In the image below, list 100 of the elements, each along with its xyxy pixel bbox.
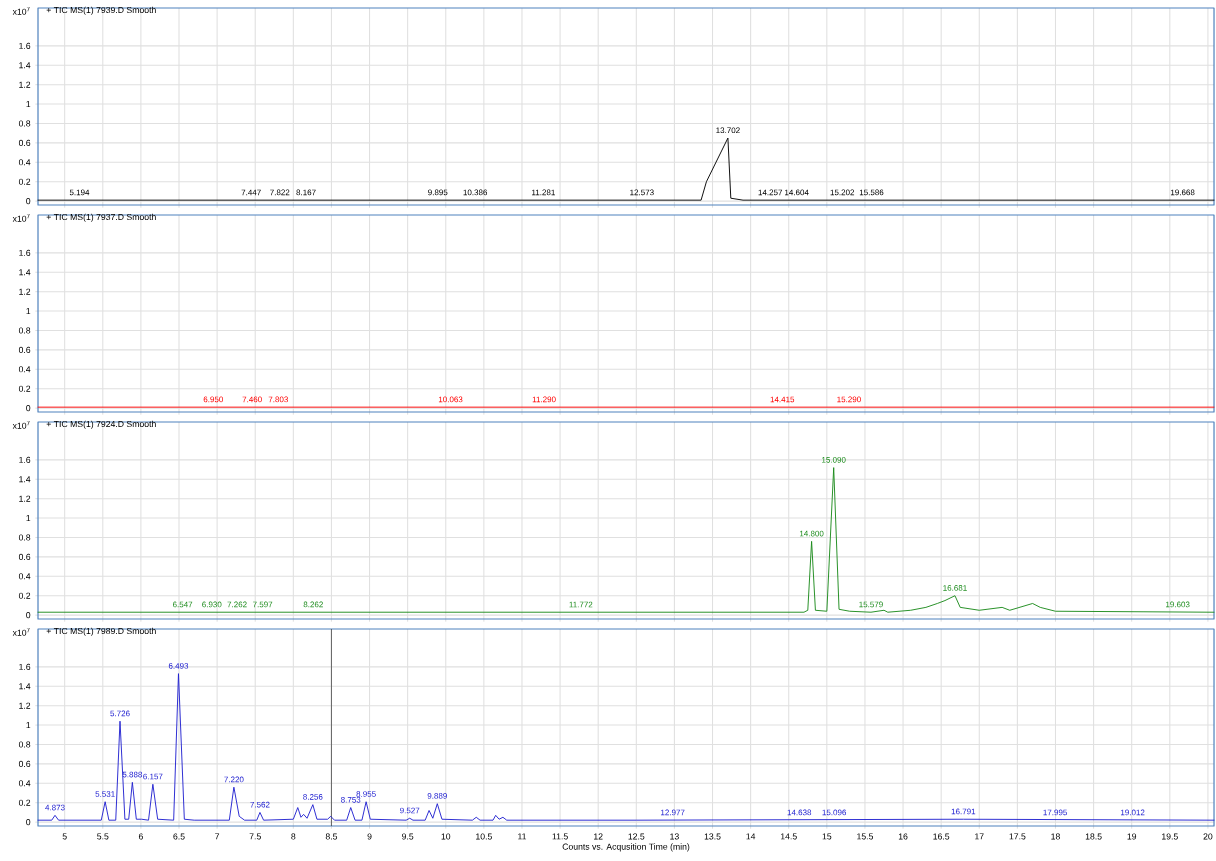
annotation: 8.955 xyxy=(356,791,376,797)
y-tick-label: 0 xyxy=(26,198,31,205)
annotation: 14.800 xyxy=(799,530,824,537)
y-tick-label: 0.4 xyxy=(18,159,31,166)
y-tick-label: 0.2 xyxy=(18,592,31,599)
annotation: 4.873 xyxy=(45,804,65,811)
x-tick-label: 8.5 xyxy=(325,833,338,840)
annotation: 8.167 xyxy=(296,189,316,196)
x-tick-label: 15.5 xyxy=(857,833,874,840)
annotation: 7.562 xyxy=(250,801,270,808)
y-axis-title: x10$^{7}$ xyxy=(12,421,30,429)
annotation: 6.950 xyxy=(203,396,223,403)
y-tick-label: 0.8 xyxy=(18,741,31,748)
chart-title: + TIC MS(1) 7924.D Smooth xyxy=(46,420,156,429)
y-tick-label: 1 xyxy=(26,101,31,108)
annotation: 15.202 xyxy=(830,189,855,196)
y-tick-label: 0.8 xyxy=(18,327,31,334)
chart-title: + TIC MS(1) 7989.D Smooth xyxy=(46,627,156,636)
annotation: 14.415 xyxy=(770,396,795,403)
x-tick-label: 20 xyxy=(1203,833,1213,840)
x-tick-label: 9 xyxy=(367,833,372,840)
x-tick-label: 19.5 xyxy=(1162,833,1178,840)
chart-title: + TIC MS(1) 7939.D Smooth xyxy=(46,6,156,15)
annotation: 10.063 xyxy=(438,396,463,403)
y-tick-label: 1.4 xyxy=(19,62,31,69)
x-tick-label: 17 xyxy=(975,833,984,840)
y-tick-label: 1.6 xyxy=(19,456,31,463)
annotation: 15.586 xyxy=(859,189,884,196)
y-tick-label: 1 xyxy=(26,515,31,522)
x-tick-label: 5.5 xyxy=(97,833,109,840)
x-tick-label: 12.5 xyxy=(628,833,645,840)
x-tick-label: 14 xyxy=(746,833,756,840)
annotation: 14.638 xyxy=(787,809,812,816)
annotation: 15.096 xyxy=(822,809,847,816)
annotation: 16.791 xyxy=(951,808,976,815)
y-tick-label: 0.6 xyxy=(18,139,31,146)
annotation: 7.822 xyxy=(270,189,290,196)
annotation: 7.460 xyxy=(242,396,262,403)
y-tick-label: 0.8 xyxy=(18,534,31,541)
annotation: 7.262 xyxy=(227,601,247,608)
annotation: 8.256 xyxy=(303,794,323,800)
x-tick-label: 8 xyxy=(291,833,296,840)
annotation: 10.386 xyxy=(463,189,488,196)
y-tick-label: 0.4 xyxy=(18,573,31,580)
x-tick-label: 12 xyxy=(594,833,603,840)
x-tick-label: 6 xyxy=(138,833,143,840)
annotation: 14.604 xyxy=(785,189,809,196)
x-tick-label: 19 xyxy=(1127,833,1137,840)
annotation: 19.668 xyxy=(1170,189,1195,196)
annotation: 12.977 xyxy=(661,809,685,816)
annotation: 12.573 xyxy=(630,189,654,196)
annotation: 5.194 xyxy=(69,189,90,196)
annotation: 19.012 xyxy=(1120,809,1145,816)
annotation: 15.290 xyxy=(837,396,861,403)
annotation: 6.930 xyxy=(202,601,222,608)
y-tick-label: 0.2 xyxy=(18,799,31,806)
y-tick-label: 1.4 xyxy=(19,269,31,276)
annotation: 13.702 xyxy=(716,127,740,134)
x-tick-label: 17.5 xyxy=(1009,833,1026,840)
y-axis-title: x10$^{7}$ xyxy=(12,7,30,15)
annotation: 5.531 xyxy=(95,791,115,797)
annotation: 8.753 xyxy=(341,796,361,803)
x-tick-label: 7 xyxy=(215,833,220,840)
annotation: 7.447 xyxy=(241,189,261,196)
annotation: 6.157 xyxy=(143,773,163,780)
y-tick-label: 0.2 xyxy=(18,178,31,185)
annotation: 15.090 xyxy=(822,457,846,463)
annotation: 19.603 xyxy=(1166,601,1190,608)
y-tick-label: 1.2 xyxy=(19,495,31,502)
line-series xyxy=(37,467,1215,613)
x-axis-title: Counts vs. Acqusition Time (min) xyxy=(562,843,690,852)
x-tick-label: 13 xyxy=(670,833,679,840)
annotation: 14.257 xyxy=(758,189,783,196)
y-tick-label: 1 xyxy=(26,722,31,729)
y-tick-label: 0.6 xyxy=(18,553,31,560)
x-tick-label: 10 xyxy=(441,833,451,840)
y-tick-label: 1.6 xyxy=(19,42,31,49)
annotation: 11.281 xyxy=(532,189,555,196)
annotation: 7.597 xyxy=(253,601,273,608)
y-tick-label: 1 xyxy=(26,308,31,315)
x-tick-label: 11.5 xyxy=(552,833,568,840)
annotation: 15.579 xyxy=(859,601,883,608)
y-tick-label: 0.6 xyxy=(18,760,31,767)
y-tick-label: 0.2 xyxy=(18,385,31,392)
x-tick-label: 11 xyxy=(518,833,527,840)
annotation: 11.772 xyxy=(569,601,593,608)
annotation: 9.527 xyxy=(400,807,420,814)
x-tick-label: 7.5 xyxy=(249,833,261,840)
x-tick-label: 18 xyxy=(1051,833,1060,840)
annotation: 5.888 xyxy=(122,771,143,778)
y-tick-label: 1.2 xyxy=(19,702,31,709)
x-tick-label: 6.5 xyxy=(173,833,185,840)
annotation: 7.220 xyxy=(224,776,244,783)
annotation: 6.493 xyxy=(168,663,189,669)
annotation: 8.262 xyxy=(303,601,323,608)
y-tick-label: 1.6 xyxy=(19,663,31,670)
line-series xyxy=(37,137,1215,201)
chart-title: + TIC MS(1) 7937.D Smooth xyxy=(46,213,156,222)
y-tick-label: 0 xyxy=(26,819,31,826)
annotation: 17.995 xyxy=(1043,809,1068,816)
